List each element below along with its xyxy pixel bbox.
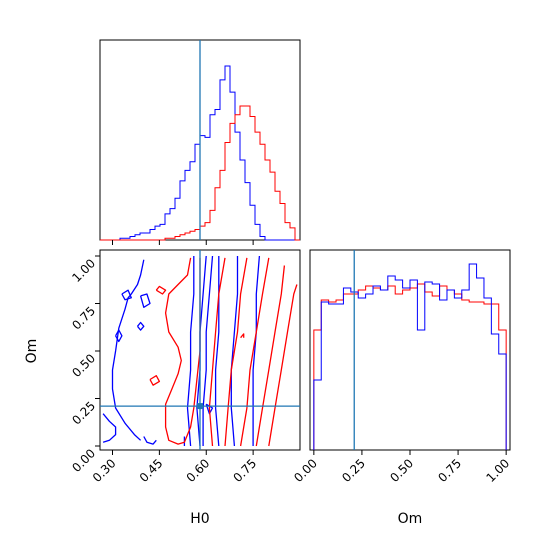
contour-line-blue: [202, 255, 214, 446]
contour-line-blue: [115, 329, 123, 343]
h0-x-tick-label: 0.60: [184, 456, 213, 485]
histogram-h0-panel: [99, 39, 301, 245]
contour-line-blue: [121, 289, 132, 301]
histogram-om-series: [313, 263, 507, 450]
om-x-tick-label: 1.00: [483, 456, 512, 485]
contour-x-ticks: 0.30 0.45 0.60 0.75: [90, 450, 259, 485]
om-x-tick-label: 0.25: [339, 456, 368, 485]
h0-x-tick-label: 0.30: [90, 456, 119, 485]
om-x-tick-label: 0.75: [435, 456, 464, 485]
om-y-tick-label: 0.25: [69, 399, 98, 428]
histogram-om-panel: 0.00 0.25 0.50 0.75 1.00 Om: [291, 249, 512, 527]
contour-h0-om-panel: 0.30 0.45 0.60 0.75 0.000.250.500.751.00 H0…: [24, 249, 301, 527]
contour-line-blue: [214, 256, 220, 447]
om-y-tick-label: 1.00: [69, 256, 98, 285]
contour-line-red: [155, 285, 167, 295]
om-x-tick-label: 0.00: [291, 456, 320, 485]
contour-lines: [102, 255, 298, 447]
truth-point-marker: [197, 403, 203, 410]
contour-line-blue: [143, 436, 157, 445]
histogram-h0-ticks: [112, 240, 254, 245]
histogram-om-ticks: 0.00 0.25 0.50 0.75 1.00: [291, 450, 512, 485]
x-axis-label-om: Om: [398, 511, 423, 527]
histogram-om-step-blue: [313, 263, 507, 450]
contour-line-red: [164, 257, 201, 445]
contour-line-blue: [252, 255, 261, 446]
contour-line-blue: [102, 413, 117, 443]
contour-line-blue: [230, 256, 239, 447]
contour-line-red: [224, 257, 248, 447]
om-y-tick-label: 0.75: [69, 304, 98, 333]
contour-line-red: [240, 333, 245, 339]
contour-line-red: [208, 257, 226, 447]
contour-line-red: [149, 375, 161, 386]
contour-line-blue: [139, 293, 151, 308]
contour-line-red: [239, 257, 270, 447]
h0-x-tick-label: 0.75: [230, 456, 259, 485]
h0-x-tick-label: 0.45: [137, 456, 166, 485]
contour-line-blue: [136, 321, 145, 331]
contour-line-red: [268, 284, 298, 447]
contour-line-red: [255, 265, 286, 447]
om-y-tick-label: 0.50: [69, 351, 98, 380]
x-axis-label-h0: H0: [190, 511, 209, 527]
y-axis-label-om: Om: [24, 339, 40, 364]
contour-line-blue: [186, 256, 195, 447]
om-x-tick-label: 0.50: [387, 456, 416, 485]
histogram-h0-step-red: [100, 105, 300, 241]
contour-y-ticks: 0.000.250.500.751.00: [69, 255, 100, 475]
